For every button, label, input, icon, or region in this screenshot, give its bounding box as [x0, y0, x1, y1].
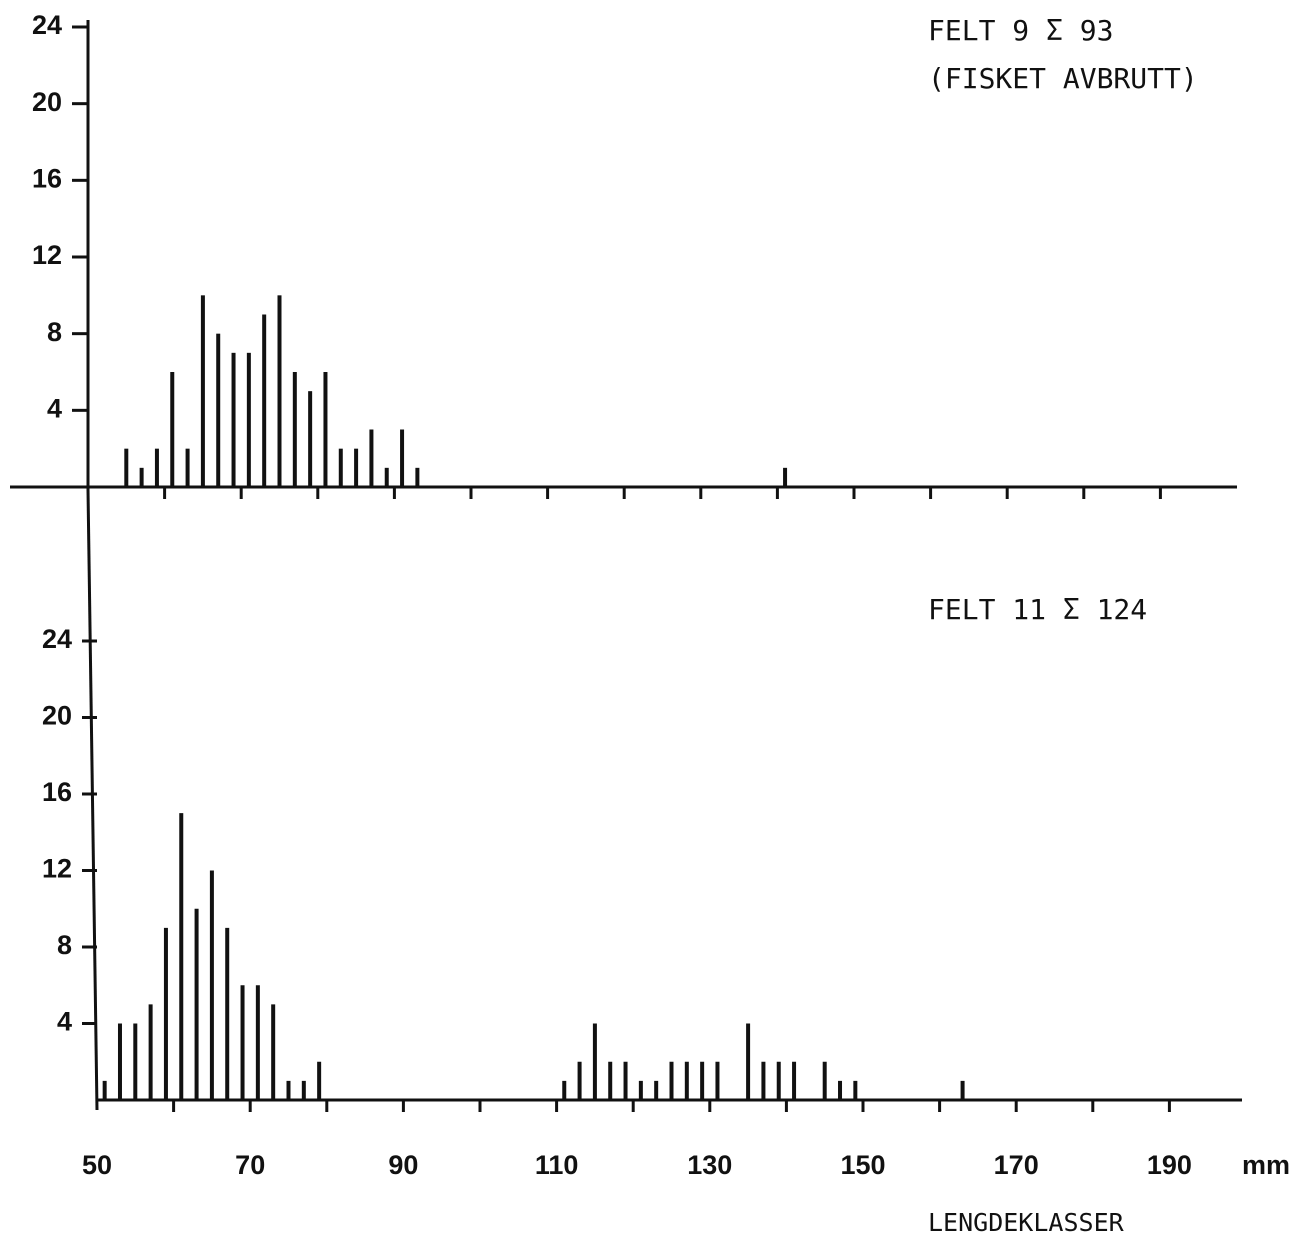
bar	[271, 1004, 276, 1100]
bar	[277, 295, 282, 487]
bar	[700, 1061, 705, 1100]
chart-title: FELT 9 Σ 93	[928, 14, 1113, 47]
bar	[384, 467, 389, 487]
bar	[415, 467, 420, 487]
bar	[684, 1061, 689, 1100]
bar	[317, 1061, 322, 1100]
bar	[354, 448, 359, 487]
bar	[117, 1023, 122, 1100]
x-tick-label: 170	[994, 1150, 1039, 1180]
y-tick-label: 16	[32, 163, 62, 193]
bar	[746, 1023, 751, 1100]
bar	[822, 1061, 827, 1100]
bar	[225, 927, 230, 1100]
bar	[592, 1023, 597, 1100]
y-tick-label: 8	[57, 930, 72, 960]
bar	[577, 1061, 582, 1100]
bar	[776, 1061, 781, 1100]
bar	[608, 1061, 613, 1100]
bar	[369, 429, 374, 487]
bar	[301, 1080, 306, 1100]
y-tick-label: 4	[57, 1007, 72, 1037]
y-tick-label: 4	[47, 393, 62, 423]
bar	[216, 333, 221, 487]
bar	[308, 391, 313, 487]
bar	[148, 1004, 153, 1100]
bar	[139, 467, 144, 487]
bar	[654, 1080, 659, 1100]
bar	[623, 1061, 628, 1100]
bar	[761, 1061, 766, 1100]
y-tick-label: 24	[42, 624, 72, 654]
bar	[246, 352, 251, 487]
bar	[133, 1023, 138, 1100]
y-tick-label: 16	[42, 777, 72, 807]
bar	[669, 1061, 674, 1100]
x-tick-label: 70	[235, 1150, 265, 1180]
x-tick-label: 110	[535, 1150, 579, 1180]
bar	[838, 1080, 843, 1100]
bar	[262, 314, 267, 487]
chart-title: FELT 11 Σ 124	[928, 593, 1147, 626]
bar	[154, 448, 159, 487]
bar	[194, 908, 199, 1100]
bar	[638, 1080, 643, 1100]
bar	[783, 467, 788, 487]
bar	[853, 1080, 858, 1100]
y-axis	[86, 489, 99, 1111]
bar	[179, 813, 184, 1100]
y-tick-label: 8	[47, 317, 62, 347]
bar	[323, 372, 328, 487]
x-tick-label: 50	[82, 1150, 112, 1180]
bar	[292, 372, 297, 487]
bar	[170, 372, 175, 487]
x-tick-label: 130	[687, 1150, 732, 1180]
bar	[792, 1061, 797, 1100]
bar	[102, 1080, 107, 1100]
bar	[562, 1080, 567, 1100]
x-tick-label: 190	[1147, 1150, 1192, 1180]
y-tick-label: 12	[32, 240, 62, 270]
x-tick-label: 90	[388, 1150, 418, 1180]
bar	[338, 448, 343, 487]
bar	[163, 927, 168, 1100]
y-tick-label: 12	[42, 854, 72, 884]
chart-subtitle: (FISKET AVBRUTT)	[928, 62, 1198, 95]
bar	[200, 295, 205, 487]
y-tick-label: 20	[32, 87, 62, 117]
bar	[715, 1061, 720, 1100]
bar	[209, 870, 214, 1100]
y-tick-label: 24	[32, 10, 62, 40]
bar	[960, 1080, 965, 1100]
bar	[286, 1080, 291, 1100]
bar	[400, 429, 405, 487]
y-tick-label: 20	[42, 701, 72, 731]
x-axis-label: LENGDEKLASSER	[928, 1208, 1125, 1237]
bar	[255, 985, 260, 1100]
x-tick-label: 150	[840, 1150, 885, 1180]
x-unit: mm	[1242, 1150, 1290, 1180]
bar	[185, 448, 190, 487]
bar	[231, 352, 236, 487]
bar	[240, 985, 245, 1100]
bar	[124, 448, 129, 487]
